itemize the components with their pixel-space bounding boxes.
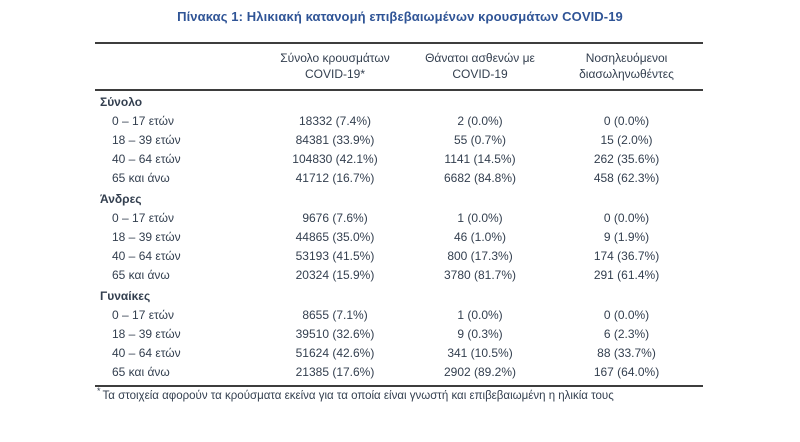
table-row: 18 – 39 ετών 44865 (35.0%) 46 (1.0%) 9 (… [95,228,703,247]
deaths-value: 9 (0.3%) [457,327,503,341]
column-header-line: Νοσηλευόμενοι [585,51,668,65]
cases-value: 8655 (7.1%) [302,308,368,322]
age-label: 65 και άνω [112,268,170,282]
table-row: 65 και άνω 41712 (16.7%) 6682 (84.8%) 45… [95,169,703,188]
deaths-value: 341 (10.5%) [447,346,513,360]
intubated-value: 291 (61.4%) [593,268,660,282]
deaths-value: 1 (0.0%) [457,211,503,225]
intubated-value: 6 (2.3%) [603,327,650,341]
intubated-value: 88 (33.7%) [597,346,656,360]
age-label: 40 – 64 ετών [112,152,181,166]
table-row: 65 και άνω 20324 (15.9%) 3780 (81.7%) 29… [95,266,703,285]
table-group-men: Άνδρες 0 – 17 ετών 9676 (7.6%) 1 (0.0%) … [95,188,703,285]
deaths-value: 1141 (14.5%) [444,152,516,166]
table-top-rule [95,42,703,44]
table-group-total: Σύνολο 0 – 17 ετών 18332 (7.4%) 2 (0.0%)… [95,91,703,188]
table-row: 40 – 64 ετών 104830 (42.1%) 1141 (14.5%)… [95,150,703,169]
age-label: 18 – 39 ετών [112,327,181,341]
cases-value: 104830 (42.1%) [292,152,378,166]
column-header-line: διασωληνωθέντες [579,67,674,81]
cases-value: 18332 (7.4%) [298,114,372,128]
column-header-line: COVID-19* [304,67,366,81]
age-label: 40 – 64 ετών [112,249,181,263]
intubated-value: 458 (62.3%) [593,171,660,185]
age-label: 40 – 64 ετών [112,346,181,360]
table-row: 0 – 17 ετών 18332 (7.4%) 2 (0.0%) 0 (0.0… [95,112,703,131]
intubated-value: 0 (0.0%) [603,114,650,128]
table-group-women: Γυναίκες 0 – 17 ετών 8655 (7.1%) 1 (0.0%… [95,285,703,382]
deaths-value: 2902 (89.2%) [443,365,517,379]
table-row: 65 και άνω 21385 (17.6%) 2902 (89.2%) 16… [95,363,703,382]
intubated-value: 9 (1.9%) [603,230,650,244]
table-title: Πίνακας 1: Ηλικιακή κατανομή επιβεβαιωμέ… [177,9,623,24]
group-label: Γυναίκες [100,289,151,303]
deaths-value: 55 (0.7%) [453,133,507,147]
group-label: Άνδρες [100,192,142,206]
deaths-value: 800 (17.3%) [447,249,513,263]
group-label: Σύνολο [100,95,143,109]
table-header-row: Σύνολο κρουσμάτων COVID-19* Θάνατοι ασθε… [95,44,703,89]
column-header-deaths: Θάνατοι ασθενών με COVID-19 [410,50,550,82]
cases-value: 9676 (7.6%) [302,211,368,225]
column-header-line: Σύνολο κρουσμάτων [280,51,390,65]
table-row: 18 – 39 ετών 39510 (32.6%) 9 (0.3%) 6 (2… [95,325,703,344]
table-row: 0 – 17 ετών 8655 (7.1%) 1 (0.0%) 0 (0.0%… [95,306,703,325]
footnote-asterisk: * [97,386,101,397]
cases-value: 20324 (15.9%) [295,268,375,282]
intubated-value: 174 (36.7%) [593,249,660,263]
age-label: 18 – 39 ετών [112,133,181,147]
cases-value: 44865 (35.0%) [295,230,375,244]
covid-age-distribution-table: Σύνολο κρουσμάτων COVID-19* Θάνατοι ασθε… [95,42,703,387]
age-label: 0 – 17 ετών [112,308,174,322]
table-header-rule [95,89,703,91]
column-header-line: Θάνατοι ασθενών με [425,51,535,65]
cases-value: 53193 (41.5%) [295,249,375,263]
table-footnote: * Τα στοιχεία αφορούν τα κρούσματα εκείνα… [97,387,737,402]
deaths-value: 1 (0.0%) [457,308,503,322]
deaths-value: 3780 (81.7%) [443,268,517,282]
footnote-text: Τα στοιχεία αφορούν τα κρούσματα εκείνα … [102,390,614,402]
cases-value: 51624 (42.6%) [295,346,375,360]
age-label: 65 και άνω [112,171,170,185]
table-row: 40 – 64 ετών 53193 (41.5%) 800 (17.3%) 1… [95,247,703,266]
column-header-total-cases: Σύνολο κρουσμάτων COVID-19* [260,50,410,82]
cases-value: 39510 (32.6%) [295,327,375,341]
intubated-value: 0 (0.0%) [603,308,650,322]
deaths-value: 46 (1.0%) [453,230,507,244]
table-row: 18 – 39 ετών 84381 (33.9%) 55 (0.7%) 15 … [95,131,703,150]
age-label: 0 – 17 ετών [112,211,174,225]
deaths-value: 6682 (84.8%) [443,171,517,185]
deaths-value: 2 (0.0%) [457,114,503,128]
cases-value: 84381 (33.9%) [295,133,375,147]
intubated-value: 167 (64.0%) [593,365,660,379]
table-row: 0 – 17 ετών 9676 (7.6%) 1 (0.0%) 0 (0.0%… [95,209,703,228]
column-header-line: COVID-19 [452,67,508,81]
age-label: 65 και άνω [112,365,170,379]
column-header-intubated: Νοσηλευόμενοι διασωληνωθέντες [550,50,703,82]
intubated-value: 0 (0.0%) [603,211,650,225]
age-label: 18 – 39 ετών [112,230,181,244]
age-label: 0 – 17 ετών [112,114,174,128]
intubated-value: 262 (35.6%) [593,152,660,166]
cases-value: 41712 (16.7%) [295,171,375,185]
table-row: 40 – 64 ετών 51624 (42.6%) 341 (10.5%) 8… [95,344,703,363]
table-bottom-rule [95,385,703,387]
cases-value: 21385 (17.6%) [295,365,375,379]
intubated-value: 15 (2.0%) [600,133,653,147]
